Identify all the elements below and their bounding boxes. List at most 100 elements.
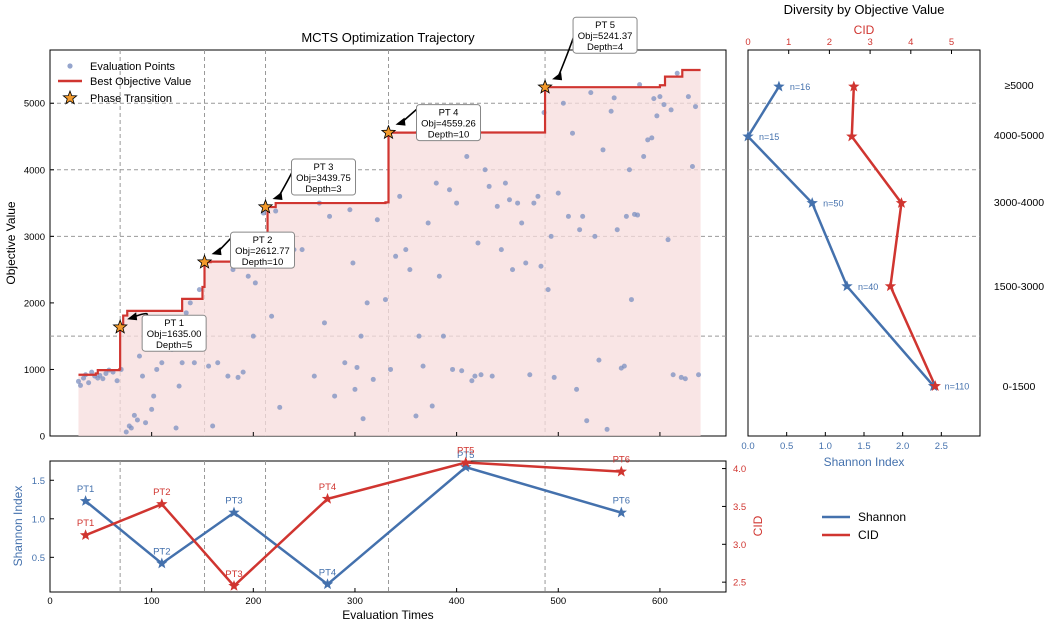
evaluation-point <box>179 360 185 366</box>
evaluation-point <box>645 137 651 143</box>
evaluation-point <box>429 403 435 409</box>
diversity-count-label: n=15 <box>759 132 779 142</box>
evaluation-point <box>245 273 251 279</box>
annotation-box <box>416 104 482 142</box>
evaluation-point <box>685 94 691 100</box>
annotation-box <box>141 314 207 352</box>
evaluation-point <box>128 425 134 431</box>
evaluation-point <box>519 220 525 226</box>
diversity-cid-star <box>846 130 858 142</box>
evaluation-point <box>352 386 358 392</box>
best-value-fill-area <box>78 69 701 436</box>
evaluation-point <box>450 366 456 372</box>
evaluation-point <box>273 208 279 214</box>
annotation-arrowhead <box>552 72 563 81</box>
diversity-lines: n=110 n=40 n=50 n=15 n=16 <box>742 80 969 392</box>
phase-transition-star <box>380 124 397 140</box>
evaluation-point <box>689 163 695 169</box>
evaluation-point <box>225 373 231 379</box>
diversity-cid-axis-label: CID <box>854 23 875 37</box>
bottom-cid-star <box>228 579 240 591</box>
main-title: MCTS Optimization Trajectory <box>301 30 475 45</box>
evaluation-point <box>206 363 212 369</box>
evaluation-point <box>548 233 554 239</box>
evaluation-point <box>215 360 221 366</box>
diversity-category-label: 4000-5000 <box>994 130 1044 142</box>
diversity-category-label: 1500-3000 <box>994 281 1044 293</box>
bottom-cid-star <box>79 529 92 541</box>
bottom-xtick-label: 200 <box>245 596 261 607</box>
annotation-obj-label: Obj=3439.75 <box>296 173 351 184</box>
evaluation-point <box>577 227 583 233</box>
evaluation-point <box>472 373 478 379</box>
evaluation-point <box>196 287 202 293</box>
bottom-shannon-star <box>79 495 92 506</box>
evaluation-point <box>436 273 442 279</box>
legend-star-label: Phase Transition <box>90 93 172 105</box>
evaluation-point <box>210 423 216 429</box>
phase-transition-star <box>537 79 553 94</box>
bottom-cid-pt-label: PT6 <box>613 455 630 466</box>
bottom-xtick-label: 100 <box>144 596 160 607</box>
evaluation-point <box>374 217 380 223</box>
evaluation-point <box>134 417 140 423</box>
evaluation-point <box>498 247 504 253</box>
annotation-depth-label: Depth=10 <box>428 130 469 141</box>
diversity-shannon-star <box>841 280 853 292</box>
evaluation-point <box>555 190 561 196</box>
diversity-ticks: 0.0 0.5 1.0 1.5 2.0 2.5 0 1 2 3 4 5 <box>741 37 954 452</box>
annotation-arrowhead <box>127 312 138 321</box>
legend2-cid-label: CID <box>858 528 879 542</box>
diversity-shannon-tick-label: 0.5 <box>780 441 793 452</box>
evaluation-point <box>670 372 676 378</box>
diversity-count-label: n=40 <box>858 282 878 292</box>
evaluation-point <box>425 220 431 226</box>
main-ytick-label: 1000 <box>24 365 45 376</box>
bottom-cid-star <box>615 465 627 477</box>
evaluation-point <box>187 300 193 306</box>
diversity-category-labels: 0-1500 1500-3000 3000-4000 4000-5000 ≥5000 <box>994 80 1044 393</box>
evaluation-point <box>240 369 246 375</box>
evaluation-point <box>252 280 258 286</box>
evaluation-point <box>654 113 660 119</box>
evaluation-point <box>637 82 643 88</box>
evaluation-point <box>696 372 702 378</box>
evaluation-point <box>114 378 120 384</box>
annotation-obj-label: Obj=2612.77 <box>235 246 290 257</box>
main-ytick-label: 4000 <box>24 165 45 176</box>
evaluation-point <box>570 130 576 136</box>
evaluation-point <box>159 360 165 366</box>
evaluation-point <box>321 320 327 326</box>
legend-best-label: Best Objective Value <box>90 76 191 88</box>
bottom-xtick-label: 600 <box>652 596 668 607</box>
evaluation-point <box>413 413 419 419</box>
evaluation-point <box>235 374 241 380</box>
evaluation-point <box>551 374 557 380</box>
evaluation-point <box>657 94 663 100</box>
evaluation-point <box>560 100 566 106</box>
main-ytick-label: 5000 <box>24 99 45 110</box>
evaluation-point <box>382 297 388 303</box>
bottom-xtick-label: 500 <box>550 596 566 607</box>
diversity-panel: Diversity by Objective Value CID Shannon… <box>741 2 1044 469</box>
bottom-shannon-star <box>615 506 627 518</box>
main-xticks <box>49 432 661 436</box>
bottom-ytick-label: 1.0 <box>32 514 45 525</box>
evaluation-point <box>623 213 629 219</box>
legend-points-label: Evaluation Points <box>90 61 175 73</box>
evaluation-point <box>635 212 641 218</box>
annotation-depth-label: Depth=3 <box>305 184 341 195</box>
evaluation-point <box>649 135 655 141</box>
bottom-shannon-line <box>84 465 622 586</box>
evaluation-point <box>626 167 632 173</box>
evaluation-point <box>103 370 109 376</box>
evaluation-point <box>596 357 602 363</box>
main-ylabel: Objective Value <box>4 201 18 284</box>
evaluation-point <box>608 108 614 114</box>
evaluation-point <box>151 393 157 399</box>
evaluation-point <box>535 193 541 199</box>
main-ytick-label: 0 <box>40 432 45 443</box>
evaluation-point <box>510 267 516 273</box>
evaluation-point <box>693 104 699 110</box>
diversity-grid <box>748 102 980 337</box>
